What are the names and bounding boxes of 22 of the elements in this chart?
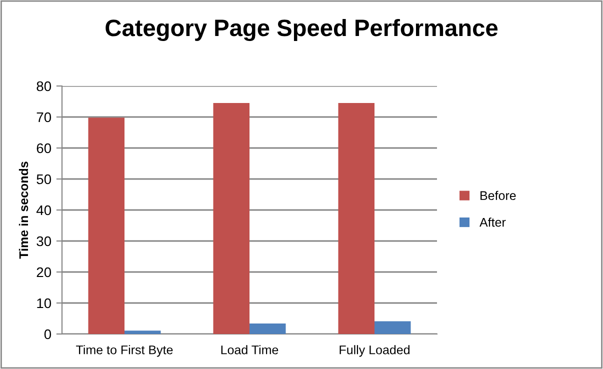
bar xyxy=(338,103,374,334)
chart-title: Category Page Speed Performance xyxy=(106,18,498,42)
bar xyxy=(88,118,124,334)
bar xyxy=(374,321,411,334)
y-tick-label: 30 xyxy=(36,236,52,246)
y-tick-label: 20 xyxy=(36,267,52,278)
legend-label: Before xyxy=(480,190,516,200)
x-tick-label: Time to First Byte xyxy=(76,345,173,357)
x-tick-label: Fully Loaded xyxy=(340,345,410,357)
y-tick-label: 10 xyxy=(37,298,52,308)
bar xyxy=(124,330,161,334)
y-tick-label: 60 xyxy=(36,143,52,154)
y-tick-label: 70 xyxy=(36,112,52,122)
y-axis-title: Time in seconds xyxy=(18,162,28,259)
y-tick-label: 40 xyxy=(36,205,52,216)
bar xyxy=(250,323,286,334)
y-tick-label: 80 xyxy=(36,81,52,92)
y-tick-label: 0 xyxy=(44,329,52,340)
y-tick-label: 50 xyxy=(36,174,52,184)
x-tick-label: Load Time xyxy=(221,345,278,354)
bar xyxy=(213,103,250,334)
legend-label: After xyxy=(480,218,506,227)
